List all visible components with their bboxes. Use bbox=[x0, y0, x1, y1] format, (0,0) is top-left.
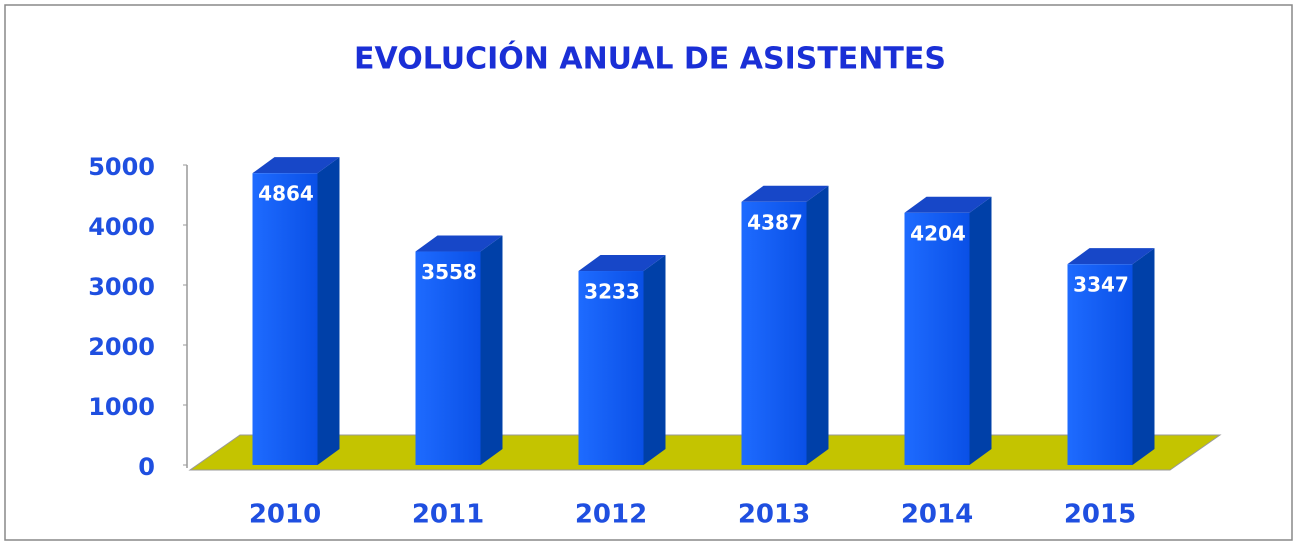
bar-top bbox=[415, 235, 503, 252]
data-label: 4864 bbox=[258, 182, 314, 206]
data-label: 4204 bbox=[910, 221, 966, 245]
x-tick-label: 2013 bbox=[738, 500, 810, 530]
data-label: 3558 bbox=[421, 260, 477, 284]
y-tick-label: 5000 bbox=[88, 153, 155, 181]
bar-top bbox=[578, 255, 666, 272]
y-tick-label: 2000 bbox=[88, 333, 155, 361]
bar bbox=[415, 235, 503, 465]
bar-front bbox=[1067, 264, 1133, 465]
bar-front bbox=[415, 251, 481, 465]
bar bbox=[252, 157, 340, 465]
bar-side bbox=[806, 185, 829, 465]
chart-title: EVOLUCIÓN ANUAL DE ASISTENTES bbox=[354, 40, 946, 77]
y-tick-label: 0 bbox=[138, 453, 155, 481]
bar-front bbox=[252, 173, 318, 465]
x-tick-label: 2012 bbox=[575, 500, 647, 530]
bar-side bbox=[969, 196, 992, 465]
bar-side bbox=[1132, 248, 1155, 465]
x-tick-label: 2011 bbox=[412, 500, 484, 530]
floor bbox=[188, 434, 1222, 471]
x-tick-label: 2010 bbox=[249, 500, 321, 530]
data-label: 4387 bbox=[747, 210, 803, 234]
data-label: 3347 bbox=[1073, 273, 1129, 297]
data-label: 3233 bbox=[584, 280, 640, 304]
bar bbox=[578, 255, 666, 465]
bar-side bbox=[480, 235, 503, 465]
x-tick-label: 2014 bbox=[901, 500, 973, 530]
bar-front bbox=[578, 271, 644, 465]
y-tick-label: 3000 bbox=[88, 273, 155, 301]
bar-front bbox=[904, 212, 970, 465]
bar bbox=[904, 196, 992, 465]
bar-top bbox=[741, 185, 829, 202]
x-tick-label: 2015 bbox=[1064, 500, 1136, 530]
y-tick-label: 1000 bbox=[88, 393, 155, 421]
bar-side bbox=[317, 157, 340, 465]
bar-top bbox=[252, 157, 340, 174]
bar bbox=[1067, 248, 1155, 465]
bar bbox=[741, 185, 829, 465]
bar-top bbox=[1067, 248, 1155, 265]
bar-front bbox=[741, 201, 807, 465]
bar-top bbox=[904, 196, 992, 213]
y-tick-label: 4000 bbox=[88, 213, 155, 241]
bar-side bbox=[643, 255, 666, 465]
